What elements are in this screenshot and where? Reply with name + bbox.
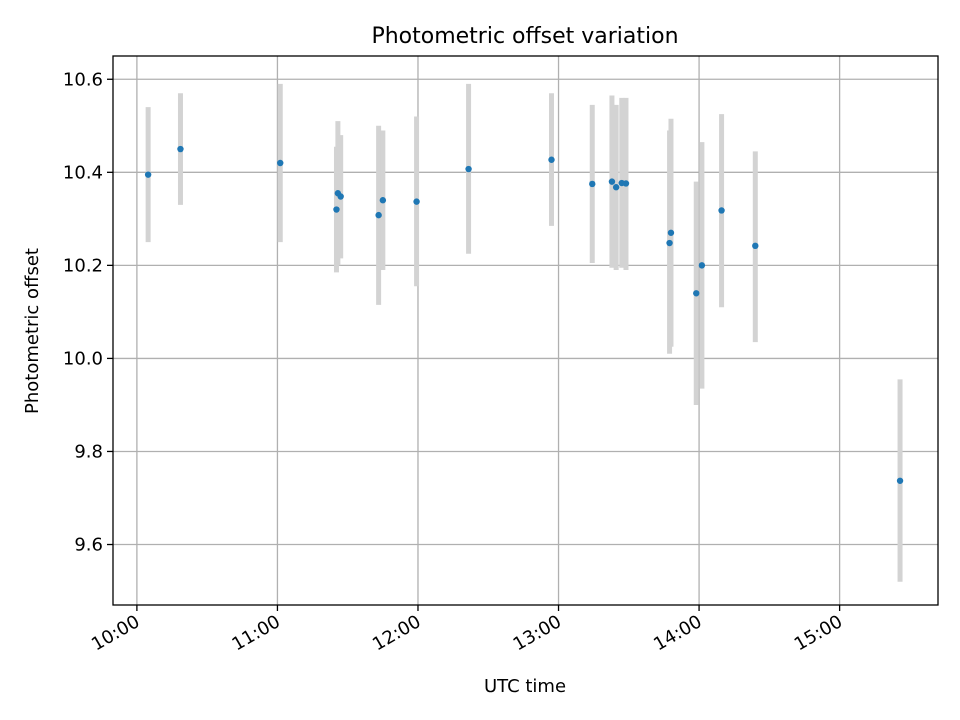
y-tick-label: 10.4 bbox=[63, 162, 103, 183]
x-tick-label: 14:00 bbox=[650, 611, 705, 655]
data-point bbox=[752, 242, 759, 250]
data-point bbox=[896, 477, 904, 484]
data-point bbox=[337, 193, 344, 200]
data-point bbox=[622, 180, 630, 187]
data-points bbox=[144, 145, 904, 484]
x-tick-label: 10:00 bbox=[88, 611, 143, 655]
y-axis-ticks: 9.6 9.8 10.0 10.2 10.4 10.6 bbox=[63, 69, 113, 556]
data-point bbox=[277, 159, 284, 167]
data-point bbox=[666, 239, 673, 247]
plot-frame bbox=[112, 55, 939, 606]
x-axis-ticks: 10:00 11:00 12:00 13:00 14:00 15:00 bbox=[88, 605, 846, 655]
x-tick-label: 12:00 bbox=[369, 611, 424, 655]
error-bars bbox=[145, 83, 903, 582]
data-point bbox=[413, 198, 420, 205]
data-point bbox=[177, 145, 184, 153]
grid bbox=[113, 56, 938, 605]
data-point bbox=[608, 178, 616, 185]
x-tick-label: 11:00 bbox=[229, 611, 284, 655]
data-point bbox=[612, 184, 620, 191]
data-point bbox=[465, 165, 472, 173]
data-point bbox=[548, 156, 555, 163]
x-tick-label: 13:00 bbox=[510, 611, 565, 655]
data-point bbox=[698, 262, 706, 269]
y-tick-label: 10.6 bbox=[63, 69, 103, 90]
y-tick-label: 10.2 bbox=[63, 255, 103, 276]
data-point bbox=[333, 206, 340, 213]
y-tick-label: 9.8 bbox=[74, 441, 103, 462]
x-axis-label: UTC time bbox=[484, 676, 566, 697]
data-point bbox=[144, 171, 152, 178]
data-point bbox=[667, 229, 675, 236]
y-tick-label: 9.6 bbox=[74, 535, 103, 556]
x-tick-label: 15:00 bbox=[791, 611, 846, 655]
data-point bbox=[693, 290, 700, 297]
y-tick-label: 10.0 bbox=[63, 348, 103, 369]
y-axis-label: Photometric offset bbox=[22, 248, 43, 414]
data-point bbox=[375, 211, 382, 219]
data-point bbox=[379, 197, 387, 204]
data-point bbox=[718, 207, 725, 214]
data-point bbox=[589, 180, 596, 188]
chart-title: Photometric offset variation bbox=[371, 24, 678, 49]
